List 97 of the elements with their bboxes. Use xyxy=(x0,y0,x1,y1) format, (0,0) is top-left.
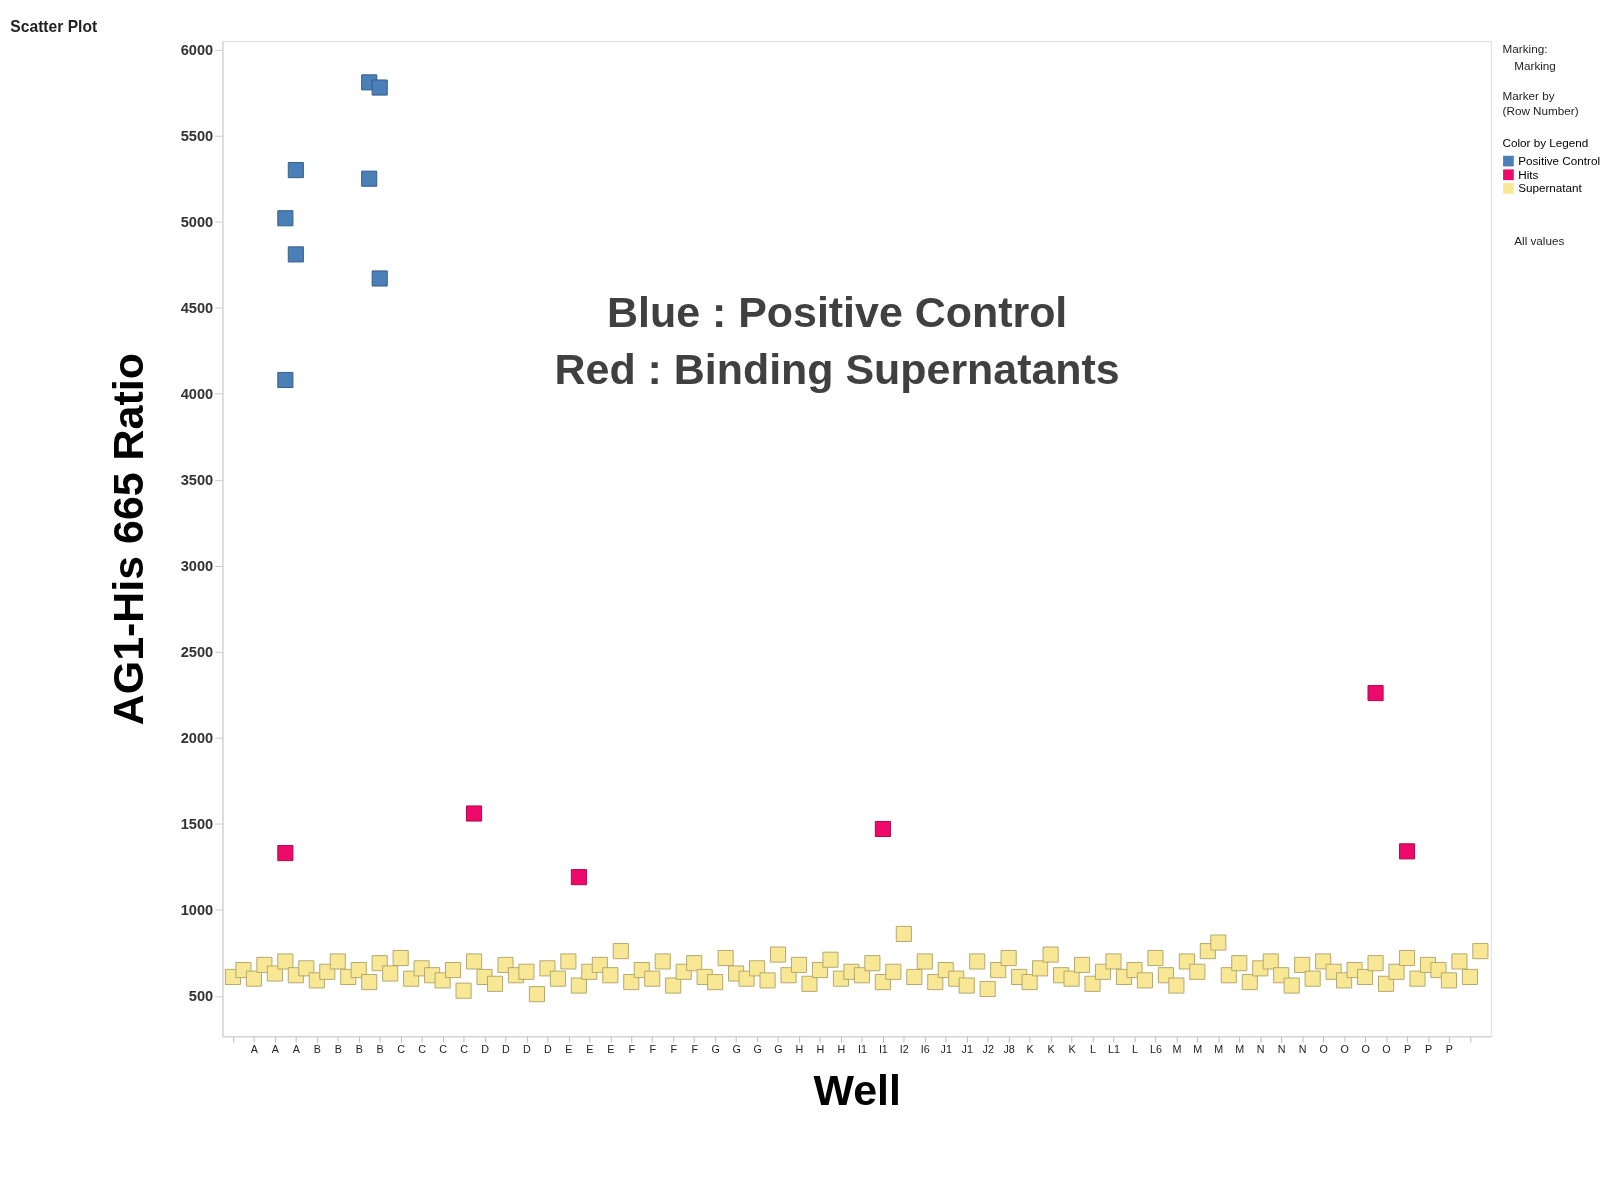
annotation: Blue : Positive Control xyxy=(607,287,1068,336)
x-tick-label: B xyxy=(313,1043,321,1056)
text: Marking xyxy=(1514,59,1556,73)
text: All values xyxy=(1514,234,1565,247)
x-tick-label: G xyxy=(753,1043,762,1056)
y-tick-label: 6000 xyxy=(180,42,214,59)
point xyxy=(1367,685,1384,702)
point xyxy=(287,162,304,179)
y-tick-label: 2500 xyxy=(180,644,214,661)
legend-label: Hits xyxy=(1518,167,1539,181)
point xyxy=(277,371,294,389)
x-tick-label: P xyxy=(1403,1043,1412,1056)
x-tick-label: F xyxy=(649,1043,657,1056)
x-tick-label: B xyxy=(376,1043,384,1056)
x-tick-label: L xyxy=(1090,1043,1097,1056)
point xyxy=(277,845,294,862)
legend-title: Color by Legend xyxy=(1502,136,1589,150)
x-tick-label: J1 xyxy=(961,1043,973,1056)
text: Marking: xyxy=(1502,41,1548,55)
point xyxy=(874,820,891,838)
x-tick-label: I2 xyxy=(899,1043,909,1056)
point xyxy=(466,805,483,822)
x-tick-label: K xyxy=(1026,1043,1035,1056)
y-tick-label: 1500 xyxy=(180,816,214,833)
x-tick-label: L6 xyxy=(1149,1043,1162,1056)
x-tick-label: D xyxy=(544,1043,553,1056)
x-tick-label: C xyxy=(418,1043,427,1056)
y-tick-label: 3000 xyxy=(180,558,214,575)
x-tick-label: M xyxy=(1172,1043,1182,1056)
point xyxy=(287,246,304,263)
legend-label: Supernatant xyxy=(1518,181,1583,195)
x-tick-label: O xyxy=(1382,1043,1391,1056)
x-tick-label: C xyxy=(460,1043,469,1056)
y-tick-label: 4000 xyxy=(180,386,214,403)
x-tick-label: E xyxy=(607,1043,615,1056)
y-tick-label: 4500 xyxy=(180,300,214,317)
x-tick-label: A xyxy=(292,1043,301,1056)
x-tick-label: M xyxy=(1235,1043,1245,1056)
text: Marker by xyxy=(1502,88,1555,102)
x-tick-label: A xyxy=(250,1043,259,1056)
y-tick-label: 1000 xyxy=(180,902,214,919)
x-tick-label: B xyxy=(355,1043,363,1056)
annotation: Red : Binding Supernatants xyxy=(554,344,1120,393)
point xyxy=(361,170,378,187)
x-tick-label: L1 xyxy=(1108,1043,1120,1056)
x-tick-label: K xyxy=(1047,1043,1056,1056)
x-tick-label: J2 xyxy=(982,1043,994,1056)
x-tick-label: P xyxy=(1445,1043,1453,1056)
y-tick-label: 500 xyxy=(188,988,214,1005)
x-tick-label: A xyxy=(271,1043,280,1056)
x-tick-label: K xyxy=(1068,1043,1077,1056)
x-tick-label: N xyxy=(1277,1043,1286,1056)
x-tick-label: I1 xyxy=(878,1043,888,1056)
x-tick-label: N xyxy=(1256,1043,1265,1056)
x-tick-label: B xyxy=(334,1043,342,1056)
x-tick-label: I6 xyxy=(920,1043,930,1056)
x-tick-label: E xyxy=(565,1043,573,1056)
x-tick-label: G xyxy=(774,1043,783,1056)
point xyxy=(570,869,587,886)
x-tick-label: D xyxy=(523,1043,532,1056)
x-tick-label: I1 xyxy=(857,1043,867,1056)
x-tick-label: E xyxy=(586,1043,594,1056)
x-tick-label: N xyxy=(1298,1043,1307,1056)
point xyxy=(1398,843,1416,860)
point xyxy=(277,210,294,227)
x-tick-label: F xyxy=(628,1043,636,1056)
x-tick-label: J8 xyxy=(1003,1043,1015,1056)
x-tick-label: H xyxy=(795,1043,804,1056)
x-tick-label: F xyxy=(670,1043,678,1056)
x-tick-label: O xyxy=(1319,1043,1328,1056)
x-tick-label: P xyxy=(1424,1043,1433,1056)
x-tick-label: C xyxy=(439,1043,448,1056)
y-tick-label: 5000 xyxy=(180,214,214,231)
y-tick-label: 5500 xyxy=(180,128,214,145)
x-tick-label: G xyxy=(732,1043,741,1056)
y-axis-title: AG1-His 665 Ratio xyxy=(103,353,152,726)
legend-label: Positive Control xyxy=(1518,153,1601,167)
text: (Row Number) xyxy=(1502,104,1579,118)
x-tick-label: J1 xyxy=(940,1043,952,1056)
x-tick-label: M xyxy=(1214,1043,1224,1056)
y-tick-label: 2000 xyxy=(180,730,214,747)
x-tick-label: C xyxy=(397,1043,406,1056)
x-tick-label: D xyxy=(502,1043,511,1056)
x-tick-label: F xyxy=(691,1043,699,1056)
text: Scatter Plot xyxy=(10,18,98,36)
x-tick-label: D xyxy=(481,1043,490,1056)
point xyxy=(371,79,388,96)
x-tick-label: O xyxy=(1361,1043,1370,1056)
x-tick-label: G xyxy=(711,1043,720,1056)
y-tick-label: 3500 xyxy=(180,472,214,489)
x-tick-label: H xyxy=(816,1043,825,1056)
point xyxy=(371,270,388,287)
x-tick-label: L xyxy=(1131,1043,1138,1056)
x-tick-label: O xyxy=(1340,1043,1349,1056)
x-tick-label: H xyxy=(837,1043,846,1056)
x-axis-title: Well xyxy=(813,1066,901,1115)
x-tick-label: M xyxy=(1193,1043,1203,1056)
